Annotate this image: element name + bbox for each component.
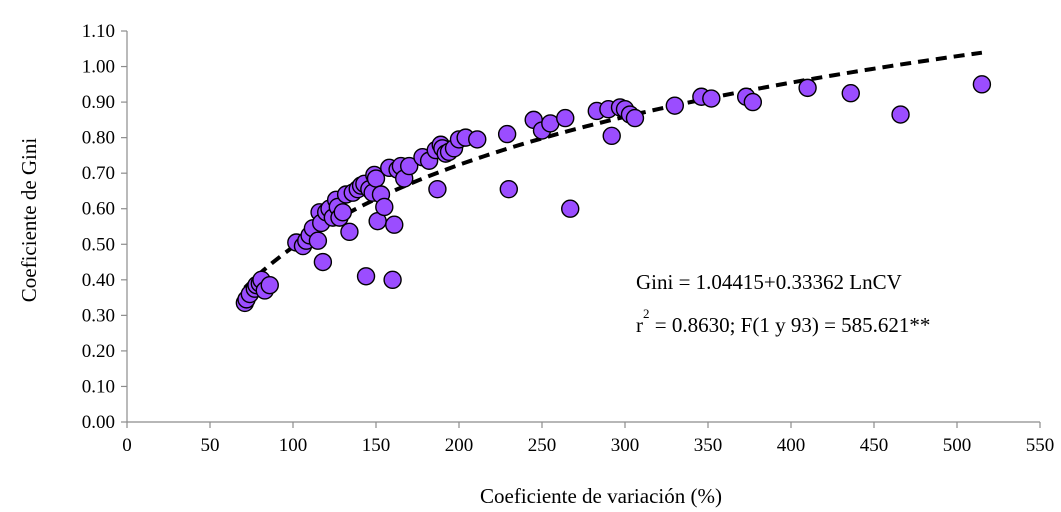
y-tick-label: 0.90 (82, 92, 115, 113)
stats-superscript: 2 (643, 306, 650, 321)
x-tick-label: 300 (611, 435, 640, 456)
data-point (561, 199, 580, 218)
data-point (333, 203, 352, 222)
y-tick-label: 0.20 (82, 341, 115, 362)
x-axis-title: Coeficiente de variación (%) (480, 484, 722, 508)
data-points (235, 75, 992, 313)
y-tick-label: 0.10 (82, 376, 115, 397)
data-point (743, 92, 763, 112)
x-tick-label: 350 (694, 435, 723, 456)
y-axis-ticks: 0.00 0.10 0.20 0.30 0.40 0.50 0.60 0.70 0.80 0.90… (82, 21, 127, 433)
data-point (499, 179, 518, 199)
y-tick-label: 1.00 (82, 57, 115, 78)
data-point (625, 108, 645, 128)
x-tick-label: 500 (943, 435, 972, 456)
data-point (798, 78, 817, 98)
data-point (383, 270, 402, 290)
data-point (356, 267, 376, 286)
x-tick-label: 250 (528, 435, 557, 456)
x-tick-label: 100 (279, 435, 308, 456)
data-point (400, 156, 419, 176)
trendline (243, 50, 983, 290)
data-point (665, 96, 684, 115)
data-point (556, 108, 575, 128)
axes (126, 31, 1040, 423)
y-tick-label: 0.60 (82, 199, 115, 220)
stats-prefix: r (636, 313, 643, 337)
stats-rest: = 0.8630; F(1 y 93) = 585.621** (650, 313, 931, 337)
x-tick-label: 550 (1026, 435, 1055, 456)
data-point (497, 124, 517, 144)
data-point (468, 130, 487, 149)
y-tick-label: 0.40 (82, 270, 115, 291)
x-tick-label: 400 (777, 435, 806, 456)
y-tick-label: 1.10 (82, 21, 115, 42)
x-tick-label: 150 (362, 435, 391, 456)
equation-annotation: Gini = 1.04415+0.33362 LnCV (636, 270, 902, 294)
y-tick-label: 0.70 (82, 163, 115, 184)
x-tick-label: 50 (201, 435, 220, 456)
data-point (428, 179, 447, 199)
data-point (602, 126, 621, 146)
y-axis-title: Coeficiente de Gini (17, 138, 41, 303)
data-point (891, 105, 910, 124)
x-tick-label: 200 (445, 435, 474, 456)
data-point (375, 197, 394, 217)
stats-annotation: r2 = 0.8630; F(1 y 93) = 585.621** (636, 306, 930, 337)
trendline-group (243, 50, 983, 290)
y-tick-label: 0.00 (82, 412, 115, 433)
data-point (260, 275, 279, 295)
y-tick-label: 0.30 (82, 305, 115, 326)
data-point (841, 84, 860, 103)
data-point (340, 222, 359, 242)
data-point (308, 231, 328, 250)
data-point (972, 75, 992, 94)
y-tick-label: 0.50 (82, 234, 115, 255)
x-tick-label: 0 (122, 435, 132, 456)
x-axis-ticks: 0 50 100 150 200 250 300 350 400 450 500 550 (122, 422, 1054, 456)
data-point (385, 215, 404, 234)
y-tick-label: 0.80 (82, 128, 115, 149)
x-tick-label: 450 (860, 435, 889, 456)
data-point (313, 252, 333, 272)
data-point (702, 89, 721, 108)
